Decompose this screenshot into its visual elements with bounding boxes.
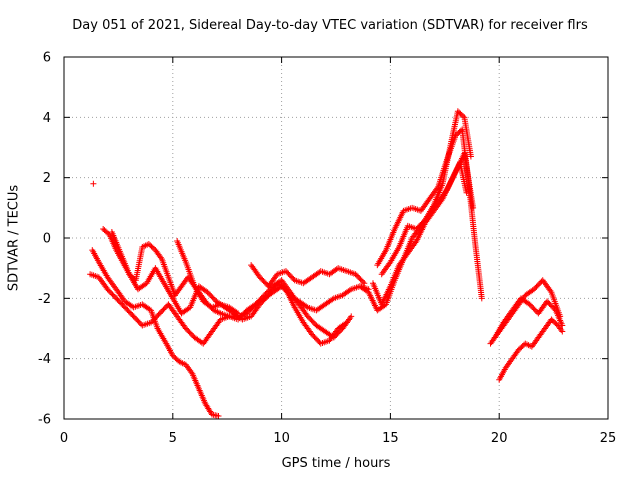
series-arc-6 [174, 238, 242, 317]
series-trace [497, 317, 565, 382]
x-axis-label: GPS time / hours [281, 456, 391, 471]
series-arc-10 [356, 150, 477, 314]
x-tick-label: 0 [60, 431, 68, 446]
y-tick-label: -6 [38, 413, 51, 428]
y-tick-label: 6 [43, 51, 51, 66]
series-arc-outlier [90, 180, 97, 187]
series-arc-11 [487, 277, 564, 347]
data-point [90, 180, 97, 187]
series-trace [492, 296, 565, 339]
grid-layer [64, 57, 608, 419]
series-trace [370, 161, 470, 306]
y-tick-label: -2 [38, 292, 51, 307]
y-tick-label: 2 [43, 171, 51, 186]
series-trace [90, 248, 220, 419]
chart-title: Day 051 of 2021, Sidereal Day-to-day VTE… [72, 18, 588, 33]
x-tick-label: 5 [169, 431, 177, 446]
x-tick-label: 10 [273, 431, 290, 446]
data-layer [87, 108, 566, 419]
series-arc-13 [496, 316, 566, 383]
y-tick-label: 0 [43, 232, 51, 247]
tick-layer: 0 5 10 15 20 25 -6 -4 -2 0 2 4 6 [38, 51, 616, 447]
series-trace [174, 239, 240, 316]
series-trace [488, 278, 563, 346]
series-arc-5 [248, 262, 368, 290]
x-tick-label: 15 [382, 431, 399, 446]
series-trace [249, 263, 367, 288]
x-tick-label: 25 [600, 431, 617, 446]
series-trace [358, 152, 476, 313]
x-tick-label: 20 [491, 431, 508, 446]
series-arc-9 [369, 159, 470, 308]
y-tick-label: -4 [38, 352, 51, 367]
y-tick-label: 4 [43, 111, 51, 126]
